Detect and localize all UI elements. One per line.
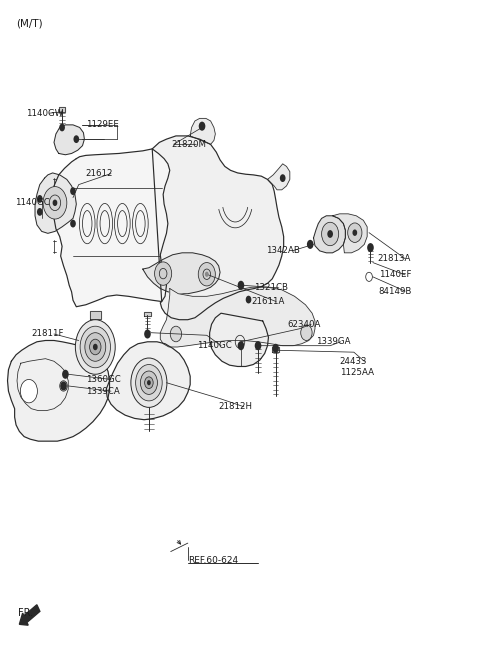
Text: FR.: FR. xyxy=(18,608,33,618)
Text: 1342AB: 1342AB xyxy=(266,246,300,255)
Text: 21820M: 21820M xyxy=(171,140,206,149)
Circle shape xyxy=(199,122,205,131)
Circle shape xyxy=(140,371,157,394)
Circle shape xyxy=(144,329,151,339)
Circle shape xyxy=(198,263,216,286)
Text: 21812H: 21812H xyxy=(219,402,252,411)
Circle shape xyxy=(144,377,153,388)
Circle shape xyxy=(246,295,252,303)
Text: 21811F: 21811F xyxy=(31,329,64,339)
Circle shape xyxy=(131,358,167,407)
Polygon shape xyxy=(333,214,367,253)
Circle shape xyxy=(155,262,172,286)
Circle shape xyxy=(93,344,97,350)
Polygon shape xyxy=(35,173,76,233)
Text: 1140GC: 1140GC xyxy=(197,341,232,350)
Circle shape xyxy=(43,187,67,219)
FancyArrow shape xyxy=(19,605,40,625)
Text: 24433: 24433 xyxy=(340,357,367,365)
Circle shape xyxy=(301,325,312,341)
Polygon shape xyxy=(267,164,290,190)
Circle shape xyxy=(75,320,115,374)
Polygon shape xyxy=(144,312,151,316)
Circle shape xyxy=(147,380,151,385)
Circle shape xyxy=(80,326,110,367)
Text: 21813A: 21813A xyxy=(378,254,411,263)
Polygon shape xyxy=(53,149,170,307)
Polygon shape xyxy=(152,136,284,320)
Circle shape xyxy=(60,381,67,390)
Polygon shape xyxy=(59,107,65,112)
Circle shape xyxy=(70,219,76,227)
Circle shape xyxy=(136,365,162,401)
Text: 1140GC: 1140GC xyxy=(14,198,49,207)
Text: 21611A: 21611A xyxy=(252,297,285,306)
Circle shape xyxy=(170,326,181,342)
Polygon shape xyxy=(313,215,345,253)
Text: 1321CB: 1321CB xyxy=(254,284,288,292)
Text: 1125AA: 1125AA xyxy=(340,368,373,377)
Circle shape xyxy=(85,333,106,362)
Circle shape xyxy=(62,369,69,379)
Circle shape xyxy=(322,222,339,246)
Text: 1140EF: 1140EF xyxy=(379,271,411,280)
Text: 1339GA: 1339GA xyxy=(316,337,350,346)
Circle shape xyxy=(238,341,244,350)
Circle shape xyxy=(90,339,101,355)
Polygon shape xyxy=(160,288,315,347)
Text: (M/T): (M/T) xyxy=(16,18,43,29)
Text: 21612: 21612 xyxy=(86,169,113,178)
Polygon shape xyxy=(143,253,220,293)
Circle shape xyxy=(255,341,261,350)
Circle shape xyxy=(348,223,362,242)
Circle shape xyxy=(352,229,357,236)
Polygon shape xyxy=(190,119,216,144)
Polygon shape xyxy=(106,342,190,420)
Circle shape xyxy=(20,379,37,403)
Circle shape xyxy=(205,272,209,277)
Text: 1140GW: 1140GW xyxy=(25,109,63,118)
Polygon shape xyxy=(8,341,109,441)
Circle shape xyxy=(327,230,333,238)
Polygon shape xyxy=(240,290,257,309)
Circle shape xyxy=(53,200,57,206)
Circle shape xyxy=(307,240,313,249)
Circle shape xyxy=(238,281,244,290)
Text: 1129EE: 1129EE xyxy=(86,121,119,130)
Text: 1339CA: 1339CA xyxy=(86,386,120,396)
Text: 62340A: 62340A xyxy=(288,320,321,329)
Circle shape xyxy=(59,124,65,132)
Polygon shape xyxy=(90,311,101,319)
Circle shape xyxy=(37,208,43,215)
Circle shape xyxy=(272,344,279,353)
Polygon shape xyxy=(210,313,268,366)
Circle shape xyxy=(280,174,286,182)
Circle shape xyxy=(70,187,76,195)
Polygon shape xyxy=(272,347,279,352)
Polygon shape xyxy=(54,125,84,155)
Circle shape xyxy=(367,243,374,252)
Circle shape xyxy=(73,136,79,143)
Text: REF.60-624: REF.60-624 xyxy=(188,555,238,565)
Circle shape xyxy=(37,195,43,203)
Text: 84149B: 84149B xyxy=(379,287,412,295)
Text: 1360GC: 1360GC xyxy=(86,375,120,384)
